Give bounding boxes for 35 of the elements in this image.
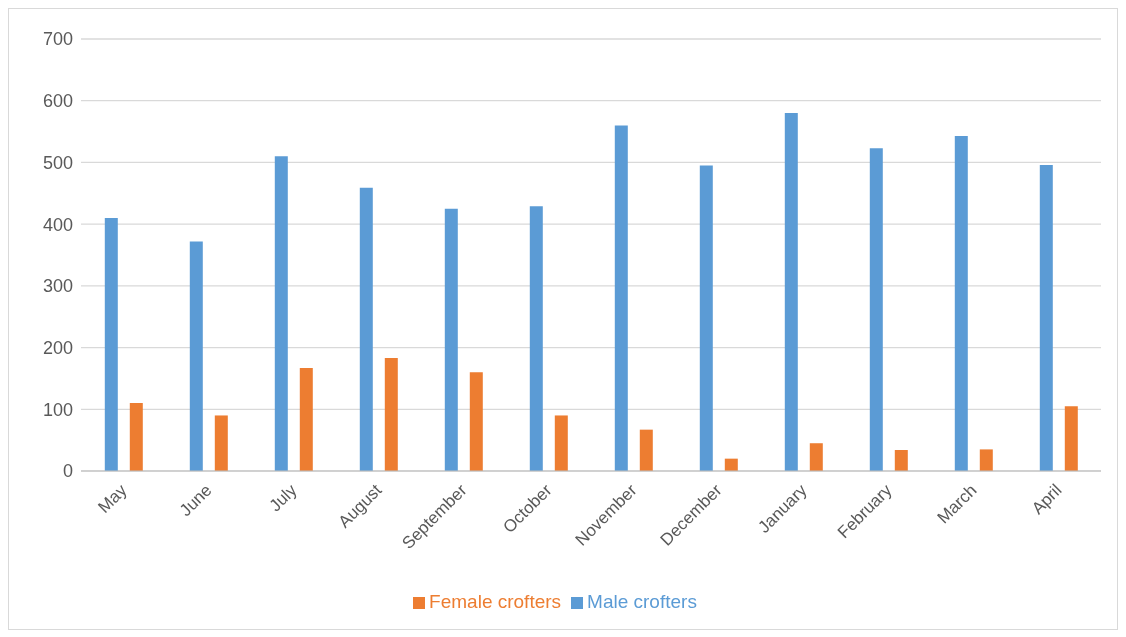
y-tick-label: 700: [42, 29, 73, 50]
legend-label: Female crofters: [429, 591, 562, 612]
y-tick-label: 500: [42, 152, 73, 173]
y-tick-label: 300: [42, 276, 73, 297]
bar: [299, 367, 313, 471]
bar: [699, 165, 713, 471]
bar: [214, 415, 228, 471]
bar: [869, 148, 883, 471]
y-tick-label: 600: [42, 91, 73, 112]
legend-label: Male crofters: [587, 591, 697, 612]
bar: [554, 415, 568, 471]
bar: [639, 429, 653, 471]
x-tick-label: May: [94, 480, 131, 517]
bar: [979, 449, 993, 471]
bar: [359, 187, 373, 471]
bar: [274, 156, 288, 471]
bar: [954, 135, 968, 471]
bar: [1064, 406, 1078, 471]
bar: [384, 358, 398, 471]
bar: [894, 450, 908, 471]
bar: [189, 241, 203, 471]
bar: [129, 403, 143, 471]
y-tick-label: 400: [42, 214, 73, 235]
x-tick-label: July: [265, 480, 301, 516]
bar: [614, 125, 628, 471]
y-tick-label: 0: [62, 461, 73, 482]
bar: [104, 217, 118, 471]
y-tick-label: 200: [42, 337, 73, 358]
bar: [1039, 164, 1053, 471]
bar: [529, 206, 543, 471]
y-tick-label: 100: [42, 399, 73, 420]
bar: [784, 113, 798, 471]
bar: [469, 372, 483, 471]
bar: [809, 443, 823, 471]
bar: [444, 208, 458, 471]
